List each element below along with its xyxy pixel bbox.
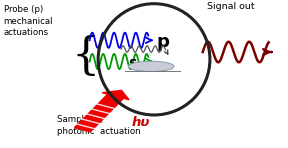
- Ellipse shape: [128, 61, 174, 71]
- Text: S: S: [128, 58, 137, 71]
- Text: p: p: [156, 33, 169, 52]
- Text: hυ: hυ: [131, 116, 149, 129]
- Text: Probe (p)
mechanical
actuations: Probe (p) mechanical actuations: [3, 5, 53, 37]
- FancyArrow shape: [75, 90, 129, 132]
- Text: Signal out: Signal out: [207, 2, 255, 11]
- Text: {: {: [71, 35, 99, 78]
- Text: Sample (s)
photonic  actuation: Sample (s) photonic actuation: [56, 115, 140, 136]
